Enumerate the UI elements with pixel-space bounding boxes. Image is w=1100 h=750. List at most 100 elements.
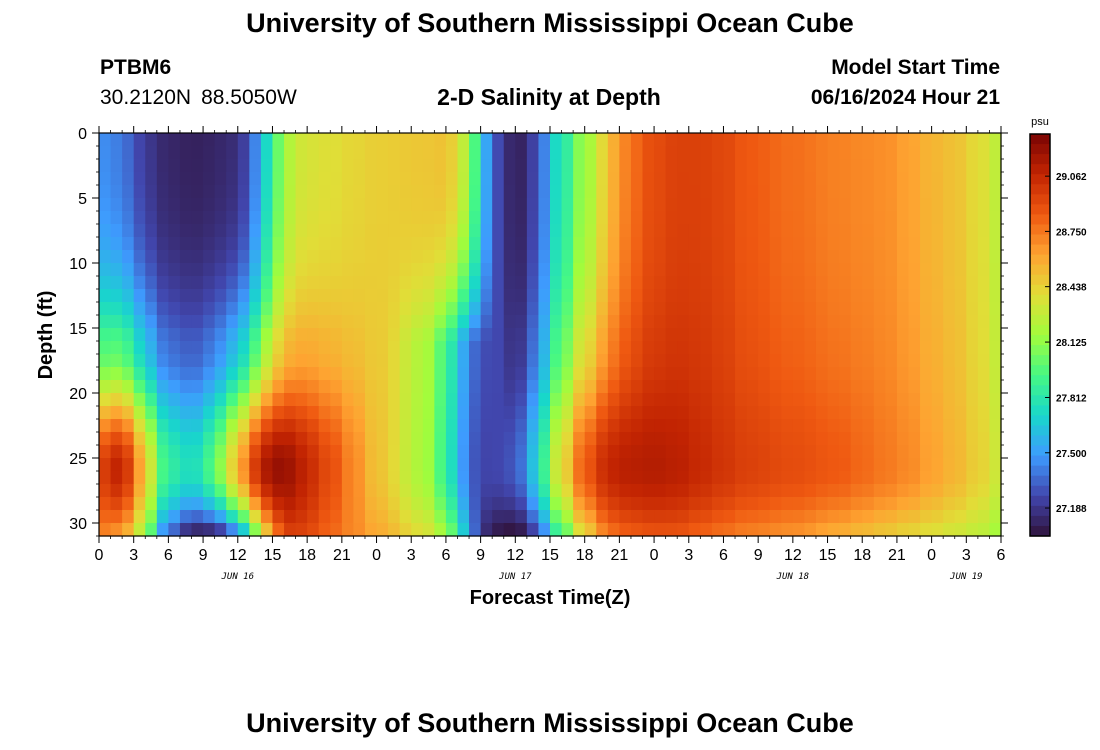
heatmap-cell (156, 419, 169, 433)
heatmap-cell (827, 172, 840, 186)
heatmap-cell (989, 471, 1002, 485)
colorbar-segment (1030, 184, 1050, 195)
heatmap-cell (584, 419, 597, 433)
heatmap-cell (353, 133, 366, 147)
heatmap-cell (954, 263, 967, 277)
heatmap-cell (145, 328, 158, 342)
heatmap-cell (526, 198, 540, 212)
heatmap-cell (815, 185, 829, 199)
heatmap-cell (908, 185, 921, 199)
colorbar-segment (1030, 435, 1050, 447)
heatmap-cell (584, 406, 597, 420)
heatmap-cell (584, 237, 597, 251)
heatmap-cell (353, 380, 366, 394)
heatmap-cell (318, 354, 331, 368)
heatmap-cell (422, 406, 435, 420)
heatmap-cell (758, 471, 771, 485)
heatmap-cell (214, 510, 227, 524)
heatmap-cell (99, 224, 112, 238)
heatmap-cell (376, 172, 389, 186)
heatmap-cell (156, 224, 169, 238)
heatmap-cell (145, 354, 158, 368)
heatmap-cell (688, 315, 701, 329)
y-tick-label: 0 (78, 126, 87, 143)
heatmap-cell (284, 146, 297, 160)
heatmap-cell (573, 276, 586, 290)
heatmap-cell (399, 250, 412, 264)
heatmap-cell (827, 185, 840, 199)
heatmap-cell (711, 471, 725, 485)
heatmap-cell (526, 432, 540, 446)
heatmap-cell (364, 276, 378, 290)
heatmap-cell (330, 510, 343, 524)
heatmap-cell (596, 380, 609, 394)
heatmap-cell (966, 510, 979, 524)
heatmap-cell (330, 458, 343, 472)
heatmap-cell (850, 432, 863, 446)
heatmap-cell (619, 471, 632, 485)
heatmap-cell (434, 302, 447, 316)
heatmap-cell (862, 159, 875, 173)
heatmap-cell (931, 458, 944, 472)
heatmap-cell (341, 250, 355, 264)
heatmap-cell (203, 211, 216, 225)
heatmap-cell (168, 432, 181, 446)
heatmap-cell (503, 367, 516, 381)
heatmap-cell (607, 198, 620, 212)
heatmap-cell (492, 354, 505, 368)
heatmap-cell (457, 185, 470, 199)
heatmap-cell (353, 224, 366, 238)
heatmap-cell (630, 497, 644, 511)
heatmap-cell (260, 263, 274, 277)
heatmap-cell (353, 159, 366, 173)
heatmap-cell (515, 198, 528, 212)
heatmap-cell (526, 250, 540, 264)
heatmap-cell (133, 380, 146, 394)
heatmap-cell (307, 237, 320, 251)
heatmap-cell (341, 432, 355, 446)
heatmap-cell (619, 250, 632, 264)
heatmap-cell (179, 315, 193, 329)
heatmap-cell (885, 328, 898, 342)
heatmap-cell (99, 510, 112, 524)
heatmap-cell (596, 341, 609, 355)
heatmap-cell (896, 380, 910, 394)
heatmap-cell (480, 315, 493, 329)
heatmap-cell (295, 419, 308, 433)
heatmap-cell (827, 419, 840, 433)
station-latitude: 30.2120N (100, 86, 192, 109)
heatmap-cell (399, 224, 412, 238)
heatmap-cell (480, 328, 493, 342)
heatmap-cell (168, 289, 181, 303)
heatmap-cell (364, 471, 378, 485)
heatmap-cell (330, 523, 343, 537)
heatmap-cell (815, 406, 829, 420)
heatmap-cell (133, 289, 146, 303)
heatmap-cell (769, 172, 782, 186)
heatmap-cell (954, 354, 967, 368)
heatmap-cell (411, 445, 424, 459)
heatmap-cell (920, 393, 933, 407)
heatmap-cell (237, 185, 250, 199)
heatmap-cell (665, 263, 678, 277)
heatmap-cell (862, 289, 875, 303)
heatmap-cell (711, 328, 725, 342)
heatmap-cell (191, 315, 204, 329)
heatmap-cell (769, 328, 782, 342)
heatmap-cell (492, 523, 505, 537)
colorbar-segment (1030, 224, 1050, 236)
heatmap-cell (191, 419, 204, 433)
heatmap-cell (526, 133, 540, 147)
heatmap-cell (330, 471, 343, 485)
heatmap-cell (388, 445, 401, 459)
heatmap-cell (885, 380, 898, 394)
heatmap-cell (364, 458, 378, 472)
heatmap-cell (110, 133, 123, 147)
heatmap-cell (873, 393, 886, 407)
heatmap-cell (307, 380, 320, 394)
heatmap-cell (214, 497, 227, 511)
heatmap-cell (203, 198, 216, 212)
heatmap-cell (411, 354, 424, 368)
heatmap-cell (596, 211, 609, 225)
heatmap-cell (145, 315, 158, 329)
